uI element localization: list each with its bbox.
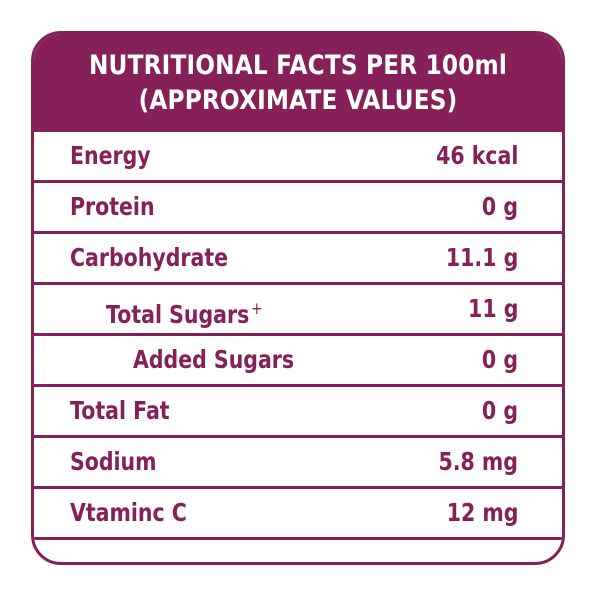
nutrient-table: Energy 46 kcal Protein 0 g Carbohydrate … — [34, 132, 562, 540]
nutrient-value: 12 mg — [446, 498, 518, 527]
nutrient-value: 11 g — [467, 294, 518, 323]
nutrition-facts-panel: NUTRITIONAL FACTS PER 100ml (APPROXIMATE… — [31, 31, 565, 565]
header-subtitle: (APPROXIMATE VALUES) — [138, 85, 458, 116]
nutrient-value: 0 g — [481, 345, 518, 374]
nutrient-row-total-sugars: Total Sugars+ 11 g — [34, 285, 562, 336]
nutrient-row-protein: Protein 0 g — [34, 183, 562, 234]
nutrient-value: 5.8 mg — [438, 447, 518, 476]
nutrient-label: Sodium — [70, 447, 157, 476]
nutrient-label: Added Sugars — [133, 345, 295, 374]
nutrient-label: Total Fat — [70, 396, 170, 425]
nutrient-row-sodium: Sodium 5.8 mg — [34, 438, 562, 489]
footnote-marker: + — [250, 299, 263, 319]
nutrient-value: 46 kcal — [435, 141, 518, 170]
nutrient-row-total-fat: Total Fat 0 g — [34, 387, 562, 438]
nutrient-label-group: Total Sugars+ — [106, 285, 263, 333]
nutrient-row-carbohydrate: Carbohydrate 11.1 g — [34, 234, 562, 285]
nutrient-row-energy: Energy 46 kcal — [34, 132, 562, 183]
nutrient-row-added-sugars: Added Sugars 0 g — [34, 336, 562, 387]
nutrition-header: NUTRITIONAL FACTS PER 100ml (APPROXIMATE… — [70, 34, 526, 132]
nutrient-label: Carbohydrate — [70, 243, 229, 272]
nutrient-label: Protein — [70, 192, 155, 221]
nutrient-value: 0 g — [481, 192, 518, 221]
nutrient-value: 0 g — [481, 396, 518, 425]
nutrient-label: Vtaminc C — [70, 498, 187, 527]
header-title: NUTRITIONAL FACTS PER 100ml — [88, 50, 508, 81]
nutrient-label: Total Sugars — [106, 300, 250, 329]
nutrient-value: 11.1 g — [445, 243, 518, 272]
nutrient-row-vitamin-c: Vtaminc C 12 mg — [34, 489, 562, 540]
nutrient-label: Energy — [70, 141, 151, 170]
